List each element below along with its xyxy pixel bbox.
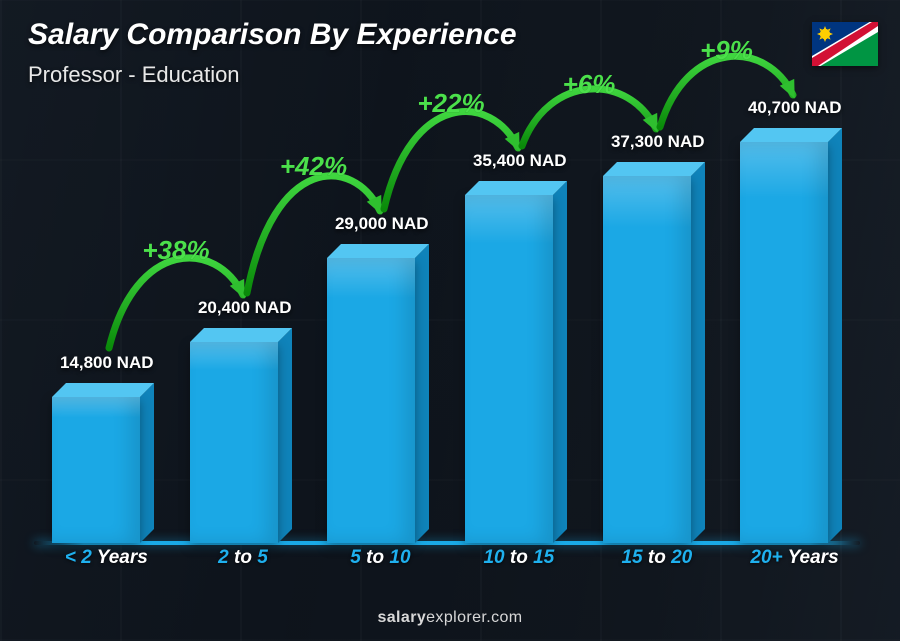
bar-side bbox=[278, 328, 292, 543]
bar: 29,000 NAD5 to 10 bbox=[327, 258, 429, 543]
bar-front bbox=[740, 142, 828, 543]
bar-front bbox=[603, 176, 691, 543]
bar-top bbox=[327, 244, 429, 258]
salary-bar-chart: 14,800 NAD< 2 Years20,400 NAD2 to 529,00… bbox=[34, 110, 860, 573]
bar-value-label: 29,000 NAD bbox=[335, 214, 429, 234]
footer-site-bold: salary bbox=[377, 609, 426, 626]
bar-front bbox=[465, 195, 553, 543]
bar: 35,400 NAD10 to 15 bbox=[465, 195, 567, 543]
bar-value-label: 20,400 NAD bbox=[198, 298, 292, 318]
bar-category-label: 2 to 5 bbox=[218, 547, 268, 569]
bar-value-label: 14,800 NAD bbox=[60, 353, 154, 373]
bar-top bbox=[603, 162, 705, 176]
bar-top bbox=[740, 128, 842, 142]
bar-value-label: 40,700 NAD bbox=[748, 98, 842, 118]
bar-category-label: 15 to 20 bbox=[621, 547, 692, 569]
bar-value-label: 37,300 NAD bbox=[611, 132, 705, 152]
chart-baseline bbox=[34, 541, 860, 545]
delta-pct-label: +38% bbox=[142, 235, 209, 265]
namibia-flag-icon bbox=[812, 22, 878, 66]
bar-category-label: < 2 Years bbox=[65, 547, 148, 569]
bar-side bbox=[140, 383, 154, 543]
bar-top bbox=[52, 383, 154, 397]
stage: Salary Comparison By Experience Professo… bbox=[0, 0, 900, 641]
bar-top bbox=[190, 328, 292, 342]
bar: 20,400 NAD2 to 5 bbox=[190, 342, 292, 543]
bar-front bbox=[190, 342, 278, 543]
page-subtitle: Professor - Education bbox=[28, 62, 240, 88]
bar-value-label: 35,400 NAD bbox=[473, 151, 567, 171]
footer-site-rest: explorer.com bbox=[426, 609, 522, 626]
delta-pct-label: +42% bbox=[280, 151, 347, 181]
bar-category-label: 5 to 10 bbox=[350, 547, 410, 569]
page-title: Salary Comparison By Experience bbox=[28, 18, 517, 52]
bar-side bbox=[828, 128, 842, 543]
bar: 37,300 NAD15 to 20 bbox=[603, 176, 705, 543]
bar-side bbox=[415, 244, 429, 543]
footer-attribution: salaryexplorer.com bbox=[0, 609, 900, 627]
bar-front bbox=[52, 397, 140, 543]
bar-top bbox=[465, 181, 567, 195]
bar-side bbox=[691, 162, 705, 543]
bar-category-label: 10 to 15 bbox=[483, 547, 554, 569]
bar-category-label: 20+ Years bbox=[750, 547, 838, 569]
bar: 40,700 NAD20+ Years bbox=[740, 142, 842, 543]
bar-front bbox=[327, 258, 415, 543]
bar-side bbox=[553, 181, 567, 543]
bar: 14,800 NAD< 2 Years bbox=[52, 397, 154, 543]
